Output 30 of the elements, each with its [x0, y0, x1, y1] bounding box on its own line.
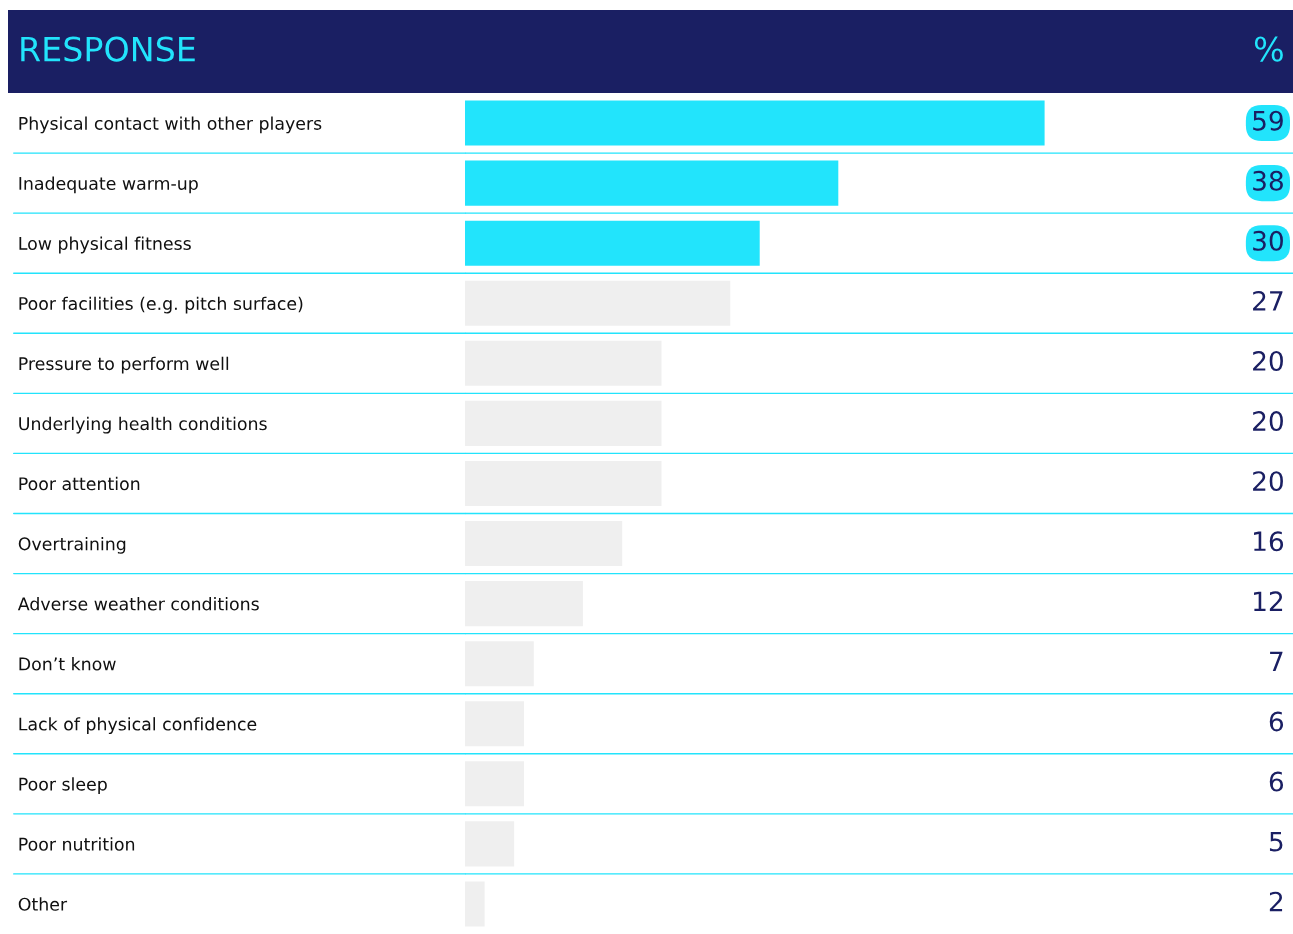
y-tick-label: Physical contact with other players: [19, 116, 322, 134]
data-label: 7: [1270, 651, 1283, 671]
text: %: [1254, 36, 1283, 62]
data-label: 30: [1253, 230, 1283, 251]
data-label: 16: [1254, 531, 1284, 552]
data-label: 5: [1269, 831, 1283, 852]
data-label: 38: [1253, 170, 1283, 191]
y-tick-label: Poor facilities (e.g. pitch surface): [19, 296, 303, 314]
data-label: 2: [1269, 891, 1283, 912]
y-tick-label: Poor sleep: [19, 777, 107, 795]
y-tick-label: Other: [18, 897, 68, 911]
y-tick-label: Lack of physical confidence: [19, 717, 257, 734]
data-label: 6: [1269, 711, 1284, 732]
y-tick-label: Poor attention: [19, 476, 140, 491]
y-tick-label: Inadequate warm-up: [19, 176, 198, 194]
y-tick-label: Adverse weather conditions: [17, 597, 259, 611]
data-label: 20: [1253, 351, 1283, 371]
y-tick-label: Low physical fitness: [19, 236, 191, 254]
data-label: 20: [1253, 411, 1283, 432]
data-label: 6: [1269, 771, 1284, 792]
y-tick-label: Poor nutrition: [19, 837, 135, 851]
y-tick-label: Underlying health conditions: [19, 416, 267, 434]
y-tick-label: Pressure to perform well: [19, 356, 229, 374]
data-label: 59: [1253, 110, 1283, 131]
data-label: 12: [1254, 591, 1283, 611]
y-axis-title: RESPONSE: [21, 36, 195, 62]
y-tick-label: Don’t know: [19, 657, 116, 671]
data-label: 20: [1253, 471, 1283, 492]
data-label: 27: [1253, 290, 1283, 311]
y-tick-label: Overtraining: [18, 536, 126, 554]
